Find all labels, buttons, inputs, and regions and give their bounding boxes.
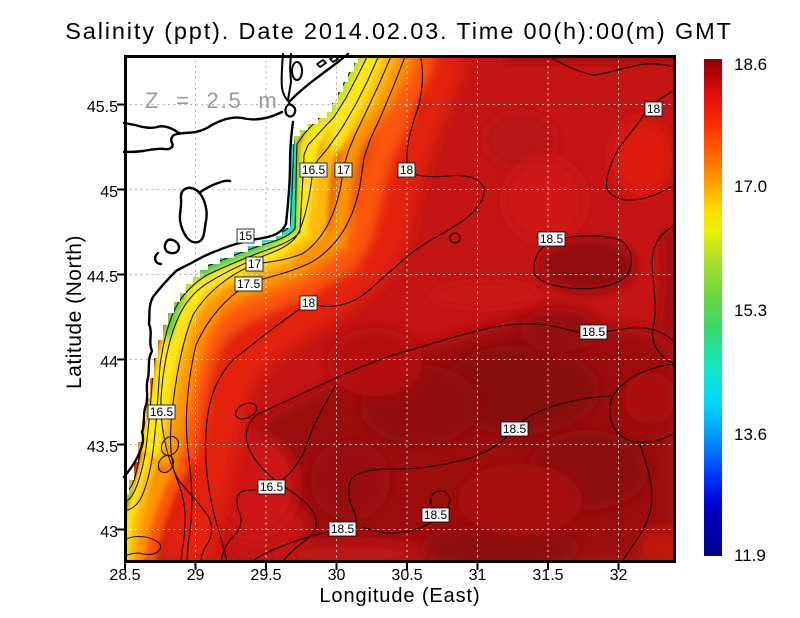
svg-text:18.5: 18.5 (582, 325, 606, 339)
svg-text:18: 18 (302, 296, 316, 310)
svg-text:16.5: 16.5 (302, 163, 326, 177)
svg-text:43.5: 43.5 (87, 439, 118, 456)
svg-text:30: 30 (328, 567, 346, 584)
svg-text:28.5: 28.5 (109, 567, 140, 584)
svg-text:32: 32 (610, 567, 628, 584)
svg-text:Salinity (ppt). Date 2014.02.0: Salinity (ppt). Date 2014.02.03. Time 00… (65, 18, 733, 44)
svg-text:18.5: 18.5 (540, 232, 564, 246)
svg-text:29.5: 29.5 (250, 567, 281, 584)
svg-text:15: 15 (239, 229, 253, 243)
svg-text:17.0: 17.0 (734, 177, 767, 196)
svg-text:18.5: 18.5 (424, 508, 448, 522)
svg-text:18.5: 18.5 (503, 422, 527, 436)
svg-text:17.5: 17.5 (237, 277, 261, 291)
svg-text:31: 31 (469, 567, 487, 584)
svg-text:44: 44 (100, 354, 118, 371)
svg-text:29: 29 (187, 567, 205, 584)
svg-text:31.5: 31.5 (532, 567, 563, 584)
svg-text:17: 17 (248, 257, 262, 271)
svg-text:17: 17 (337, 163, 351, 177)
svg-text:45: 45 (100, 184, 118, 201)
svg-text:11.9: 11.9 (734, 546, 766, 565)
svg-text:Z = 2.5 m: Z = 2.5 m (145, 88, 278, 113)
svg-text:16.5: 16.5 (260, 480, 284, 494)
svg-text:45.5: 45.5 (87, 99, 118, 116)
svg-text:44.5: 44.5 (87, 269, 118, 286)
svg-text:43: 43 (100, 524, 118, 541)
svg-text:18: 18 (647, 102, 661, 116)
svg-text:Latitude (North): Latitude (North) (63, 235, 86, 389)
svg-text:Longitude (East): Longitude (East) (319, 585, 480, 607)
svg-text:18.6: 18.6 (734, 55, 767, 74)
svg-text:13.6: 13.6 (734, 425, 767, 444)
svg-text:18: 18 (400, 163, 414, 177)
svg-text:30.5: 30.5 (391, 567, 422, 584)
svg-text:15.3: 15.3 (734, 301, 767, 320)
svg-text:16.5: 16.5 (150, 405, 174, 419)
svg-text:18.5: 18.5 (331, 522, 355, 536)
